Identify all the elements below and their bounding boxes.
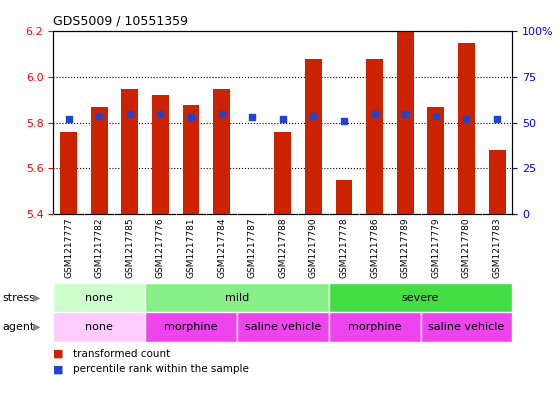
Text: GSM1217780: GSM1217780 <box>462 218 471 278</box>
Bar <box>53 312 145 342</box>
Text: GSM1217783: GSM1217783 <box>493 218 502 278</box>
Text: none: none <box>85 293 113 303</box>
Text: GSM1217788: GSM1217788 <box>278 218 287 278</box>
Bar <box>329 312 421 342</box>
Bar <box>152 95 169 214</box>
Text: percentile rank within the sample: percentile rank within the sample <box>73 364 249 375</box>
Text: GSM1217778: GSM1217778 <box>339 218 348 278</box>
Text: GDS5009 / 10551359: GDS5009 / 10551359 <box>53 15 188 28</box>
Bar <box>183 105 199 214</box>
Bar <box>145 283 329 312</box>
Bar <box>427 107 444 214</box>
Text: severe: severe <box>402 293 439 303</box>
Bar <box>91 107 108 214</box>
Point <box>95 112 104 119</box>
Text: GSM1217782: GSM1217782 <box>95 218 104 278</box>
Point <box>493 116 502 122</box>
Bar <box>122 88 138 214</box>
Point <box>339 118 348 124</box>
Text: saline vehicle: saline vehicle <box>428 322 505 332</box>
Text: GSM1217786: GSM1217786 <box>370 218 379 278</box>
Bar <box>274 132 291 214</box>
Text: ▶: ▶ <box>32 293 40 303</box>
Bar <box>458 43 475 214</box>
Text: morphine: morphine <box>164 322 218 332</box>
Text: GSM1217790: GSM1217790 <box>309 218 318 278</box>
Text: morphine: morphine <box>348 322 402 332</box>
Bar <box>60 132 77 214</box>
Text: ■: ■ <box>53 349 64 359</box>
Point <box>401 110 410 117</box>
Point <box>217 110 226 117</box>
Text: transformed count: transformed count <box>73 349 170 359</box>
Bar <box>335 180 352 214</box>
Point <box>278 116 287 122</box>
Bar <box>329 283 512 312</box>
Bar <box>421 312 512 342</box>
Text: GSM1217787: GSM1217787 <box>248 218 256 278</box>
Bar <box>237 312 329 342</box>
Point <box>248 114 256 121</box>
Text: GSM1217789: GSM1217789 <box>401 218 410 278</box>
Point <box>370 110 379 117</box>
Point <box>156 110 165 117</box>
Text: GSM1217777: GSM1217777 <box>64 218 73 278</box>
Point <box>186 114 195 121</box>
Text: ■: ■ <box>53 364 64 375</box>
Text: ▶: ▶ <box>32 322 40 332</box>
Text: stress: stress <box>3 293 36 303</box>
Point <box>125 110 134 117</box>
Text: GSM1217776: GSM1217776 <box>156 218 165 278</box>
Point <box>309 112 318 119</box>
Text: mild: mild <box>225 293 249 303</box>
Point <box>431 112 440 119</box>
Text: agent: agent <box>3 322 35 332</box>
Point <box>462 116 471 122</box>
Text: GSM1217781: GSM1217781 <box>186 218 195 278</box>
Text: GSM1217784: GSM1217784 <box>217 218 226 278</box>
Text: none: none <box>85 322 113 332</box>
Text: GSM1217779: GSM1217779 <box>431 218 440 278</box>
Point <box>64 116 73 122</box>
Bar <box>145 312 237 342</box>
Bar <box>397 31 414 214</box>
Bar <box>53 283 145 312</box>
Text: saline vehicle: saline vehicle <box>245 322 321 332</box>
Bar <box>213 88 230 214</box>
Text: GSM1217785: GSM1217785 <box>125 218 134 278</box>
Bar <box>366 59 383 214</box>
Bar <box>489 150 506 214</box>
Bar <box>305 59 322 214</box>
